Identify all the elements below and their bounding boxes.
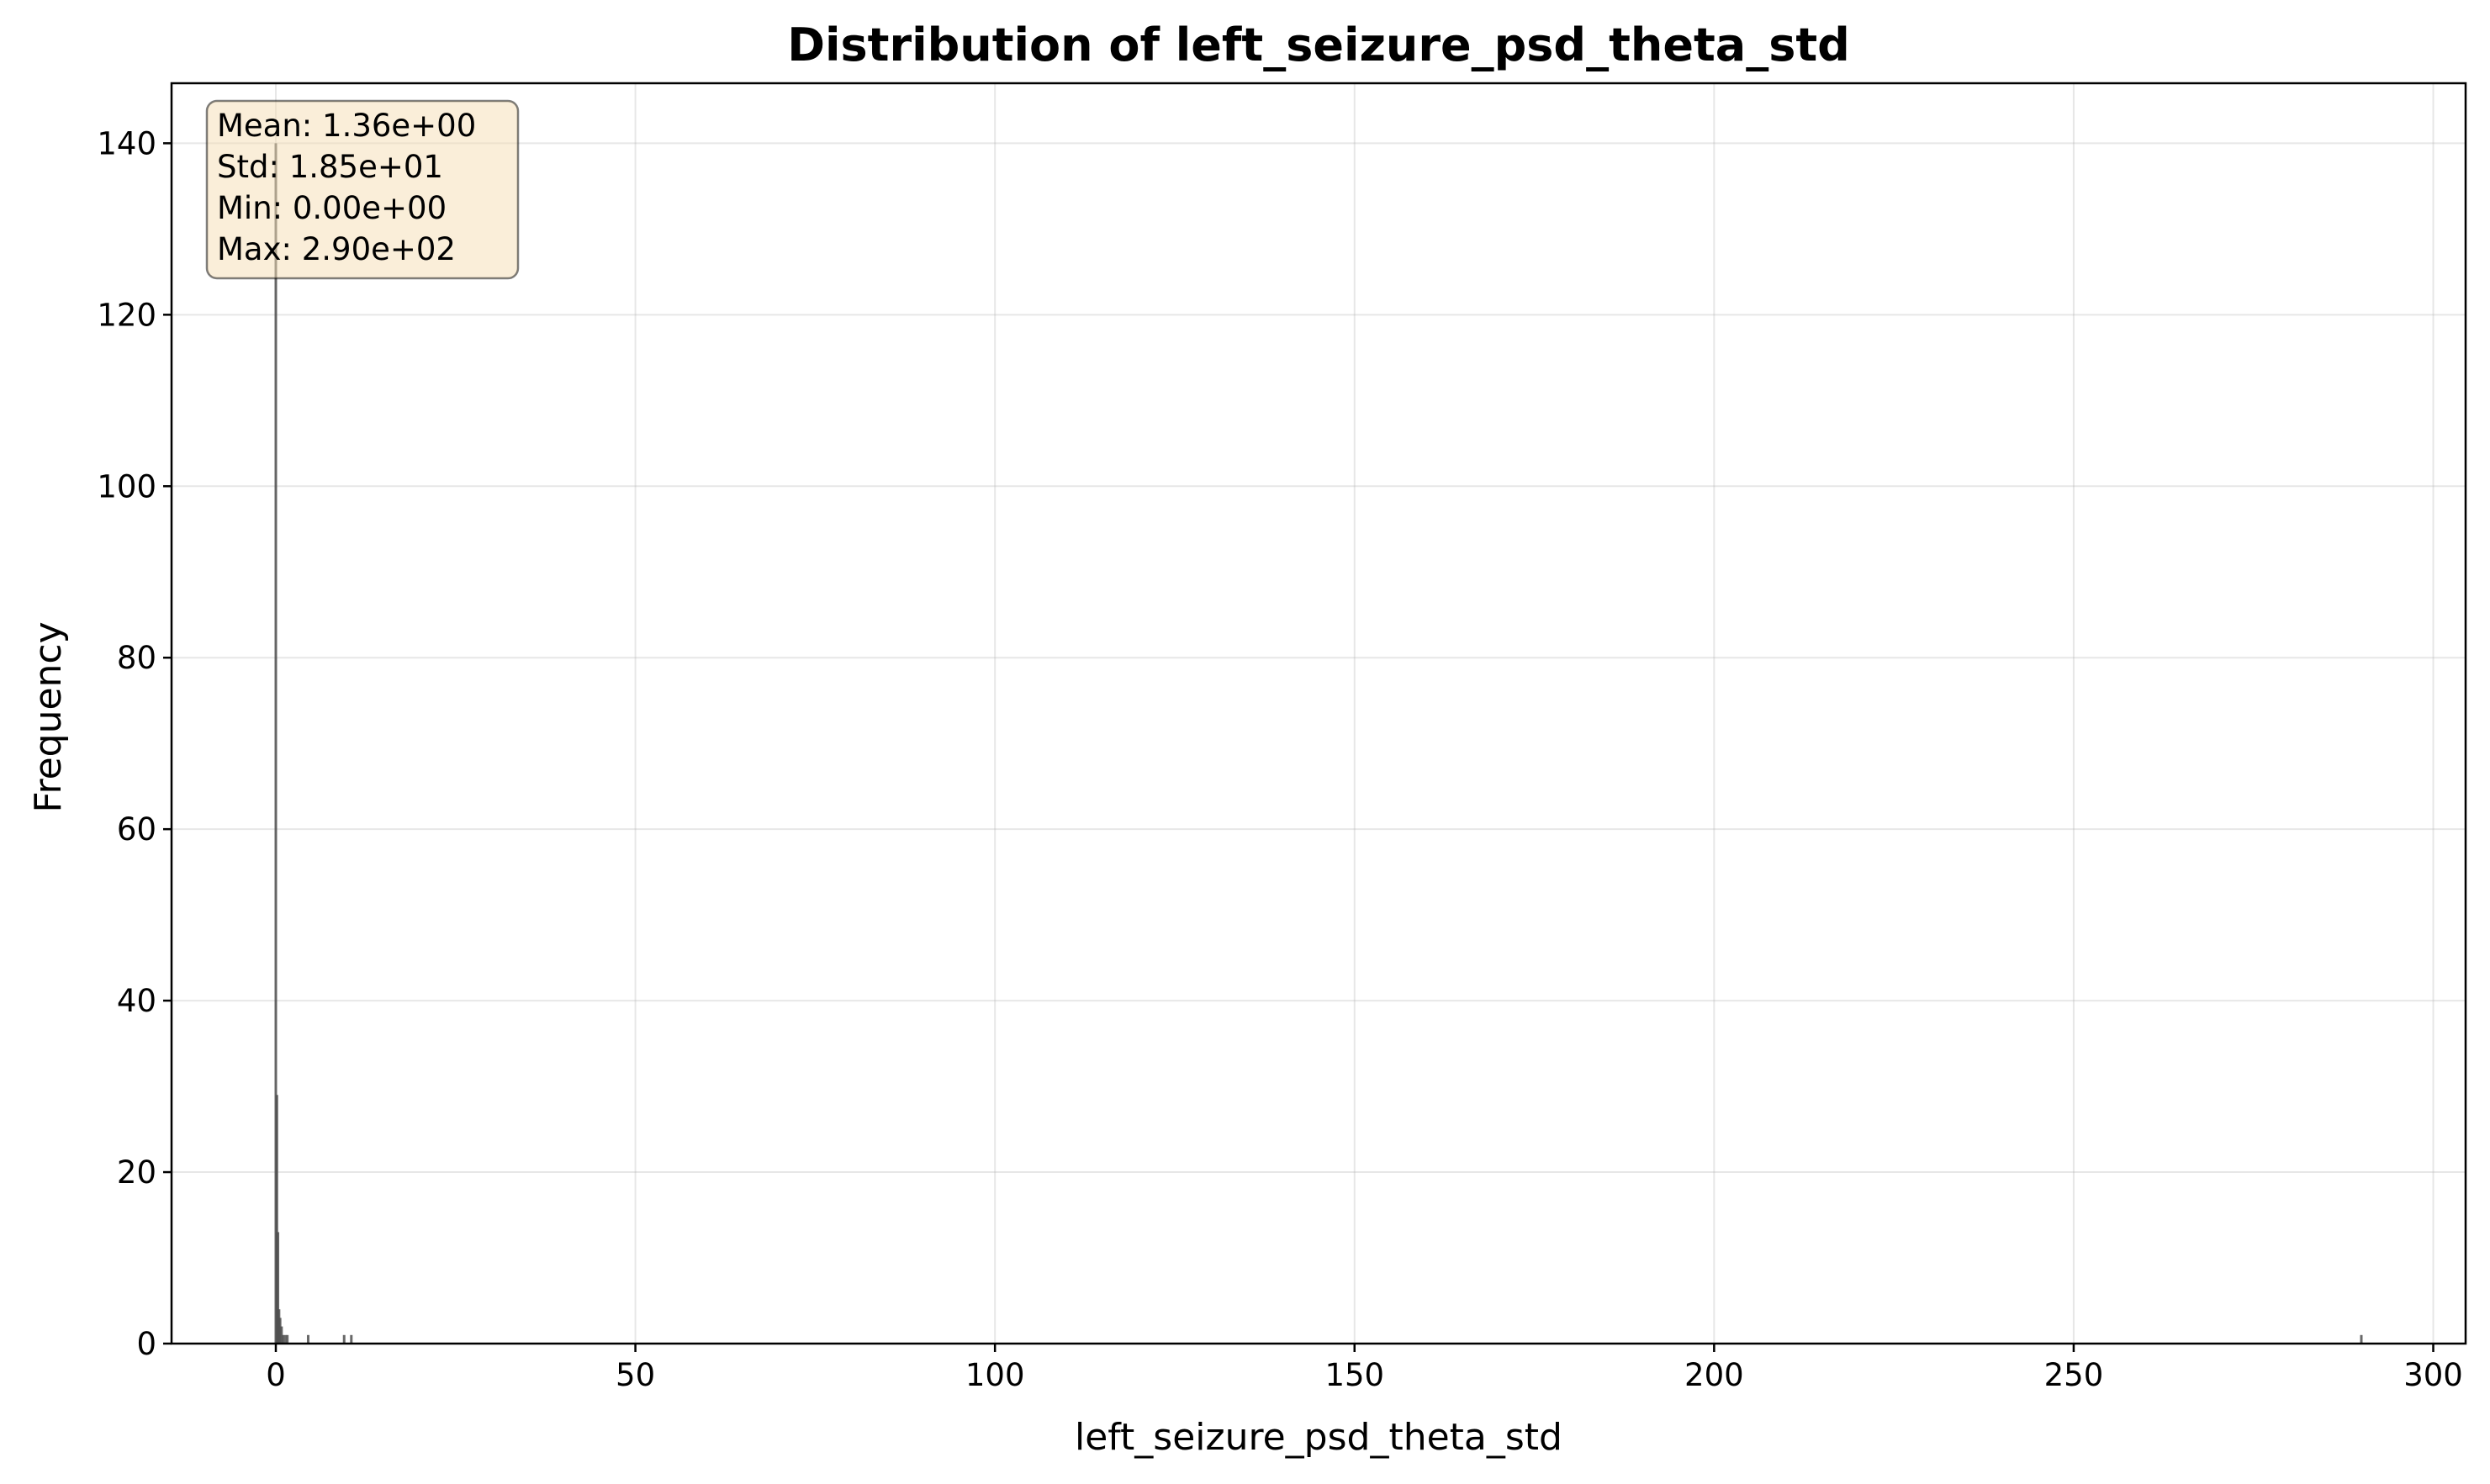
y-tick-label: 60	[117, 811, 156, 848]
x-tick-label: 100	[965, 1357, 1025, 1393]
stats-std: Std: 1.85e+01	[217, 149, 443, 185]
x-tick-label: 250	[2044, 1357, 2104, 1393]
y-tick-label: 80	[117, 640, 156, 676]
histogram-bar	[275, 1095, 278, 1344]
y-tick-label: 0	[136, 1326, 156, 1362]
x-axis-label: left_seizure_psd_theta_std	[1075, 1416, 1562, 1459]
histogram-bar	[2360, 1334, 2363, 1344]
histogram-bar	[283, 1334, 287, 1344]
plot-frame	[170, 82, 2467, 1345]
histogram-bar	[277, 1232, 280, 1344]
y-axis-ticks: 0 20 40 60 80 100 120 140	[97, 125, 172, 1362]
chart-title: Distribution of left_seizure_psd_theta_s…	[787, 18, 1850, 71]
y-axis-label: Frequency	[27, 621, 70, 812]
stats-box-background	[205, 99, 520, 280]
histogram-bar	[306, 1334, 309, 1344]
stats-box: Mean: 1.36e+00 Std: 1.85e+01 Min: 0.00e+…	[205, 99, 520, 280]
histogram-bar	[286, 1334, 289, 1344]
x-axis-ticks: 0 50 100 150 200 250 300	[266, 1344, 2463, 1393]
histogram-bar	[342, 1334, 346, 1344]
x-tick-label: 0	[266, 1357, 286, 1393]
y-tick-label: 140	[97, 125, 156, 161]
x-tick-label: 150	[1324, 1357, 1384, 1393]
y-tick-label: 100	[97, 468, 156, 504]
histogram-bar	[274, 143, 278, 1344]
y-tick-label: 20	[117, 1154, 156, 1191]
y-tick-label: 120	[97, 297, 156, 333]
stats-max: Max: 2.90e+02	[217, 231, 456, 267]
bars	[274, 143, 2363, 1344]
x-tick-label: 50	[616, 1357, 655, 1393]
histogram-bar	[280, 1326, 283, 1344]
histogram-bar	[282, 1334, 285, 1344]
x-tick-label: 300	[2403, 1357, 2463, 1393]
y-tick-label: 40	[117, 983, 156, 1019]
stats-mean: Mean: 1.36e+00	[217, 108, 476, 144]
histogram-bar	[278, 1318, 282, 1344]
histogram-bar	[350, 1334, 353, 1344]
x-tick-label: 200	[1684, 1357, 1744, 1393]
stats-min: Min: 0.00e+00	[217, 190, 447, 226]
